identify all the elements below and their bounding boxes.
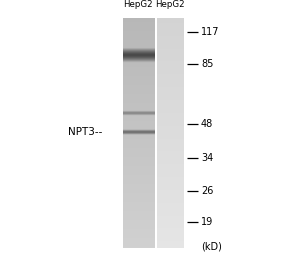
Text: HepG2: HepG2 — [155, 0, 185, 9]
Text: 85: 85 — [201, 59, 213, 69]
Text: 26: 26 — [201, 186, 213, 196]
Text: NPT3--: NPT3-- — [68, 127, 102, 137]
Text: 19: 19 — [201, 217, 213, 227]
Text: (kD): (kD) — [201, 242, 222, 252]
Text: 48: 48 — [201, 119, 213, 129]
Text: 34: 34 — [201, 153, 213, 163]
Text: 117: 117 — [201, 27, 219, 37]
Text: HepG2: HepG2 — [123, 0, 153, 9]
